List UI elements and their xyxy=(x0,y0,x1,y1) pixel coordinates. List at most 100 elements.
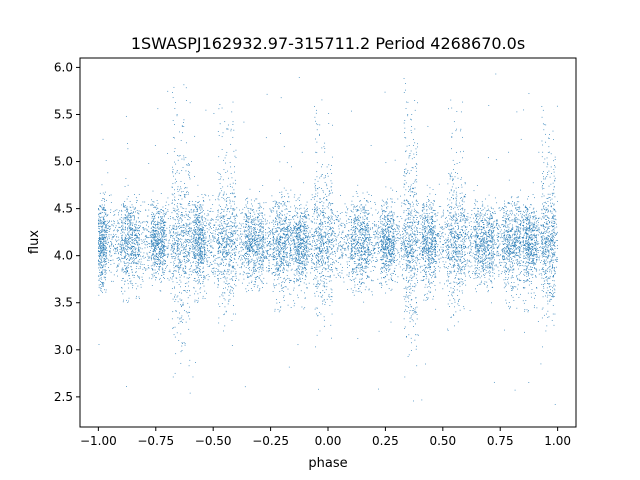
data-point xyxy=(148,267,150,269)
data-point xyxy=(258,234,260,236)
data-point xyxy=(541,225,542,227)
data-point xyxy=(473,228,475,230)
data-point xyxy=(354,221,355,223)
data-point xyxy=(387,246,389,248)
data-point xyxy=(176,228,178,230)
data-point xyxy=(218,229,220,230)
data-point xyxy=(362,267,364,269)
data-point xyxy=(405,249,407,251)
data-point xyxy=(419,254,421,256)
data-point xyxy=(326,198,327,200)
data-point xyxy=(445,242,447,244)
data-point xyxy=(493,239,495,241)
data-point xyxy=(499,243,501,245)
data-point xyxy=(204,225,206,227)
data-point xyxy=(518,278,520,280)
data-point xyxy=(140,284,142,286)
data-point xyxy=(251,228,253,230)
data-point xyxy=(233,230,235,232)
data-point xyxy=(454,277,456,279)
data-point xyxy=(340,249,342,251)
data-point xyxy=(444,242,446,244)
data-point xyxy=(506,258,508,259)
data-point xyxy=(475,258,477,260)
data-point xyxy=(465,254,466,256)
data-point xyxy=(398,263,400,265)
data-point xyxy=(528,245,530,247)
data-point xyxy=(406,237,407,239)
data-point xyxy=(489,270,490,272)
data-point xyxy=(486,257,488,259)
data-point xyxy=(522,261,524,263)
data-point xyxy=(148,242,150,244)
data-point xyxy=(186,255,188,257)
data-point xyxy=(311,221,313,223)
data-point xyxy=(540,224,542,226)
data-point xyxy=(403,223,405,224)
data-point xyxy=(160,228,161,229)
data-point xyxy=(269,227,270,229)
data-point xyxy=(466,262,468,264)
data-point xyxy=(148,226,149,228)
data-point xyxy=(119,227,121,228)
data-point xyxy=(365,259,366,260)
data-point xyxy=(495,225,497,226)
data-point xyxy=(140,247,142,249)
data-point xyxy=(120,259,121,261)
data-point xyxy=(99,254,101,256)
data-point xyxy=(164,270,166,271)
data-point xyxy=(258,269,260,271)
data-point xyxy=(188,260,190,262)
data-point xyxy=(403,268,405,270)
data-point xyxy=(322,255,324,257)
data-point xyxy=(381,206,383,208)
data-point xyxy=(336,260,337,262)
data-point xyxy=(169,229,171,231)
data-point xyxy=(153,251,155,253)
data-point xyxy=(493,252,495,254)
data-point xyxy=(295,225,297,227)
data-point xyxy=(453,271,455,273)
data-point xyxy=(545,253,547,255)
data-point xyxy=(323,262,325,264)
data-point xyxy=(158,227,160,229)
data-point xyxy=(445,261,447,263)
data-point xyxy=(372,228,373,230)
data-point xyxy=(386,201,388,203)
data-point xyxy=(317,247,319,249)
data-point xyxy=(257,213,259,214)
data-point xyxy=(98,231,99,232)
data-point xyxy=(445,238,447,240)
data-point xyxy=(280,261,281,262)
data-point xyxy=(323,197,324,199)
data-point xyxy=(443,266,445,267)
data-point xyxy=(525,231,526,233)
data-point xyxy=(372,255,374,257)
data-point xyxy=(214,273,216,275)
data-point xyxy=(269,245,270,247)
data-point xyxy=(140,211,142,212)
data-point xyxy=(332,231,334,233)
data-point xyxy=(538,257,540,259)
data-point xyxy=(99,281,101,283)
data-point xyxy=(537,257,539,258)
data-point xyxy=(399,238,401,240)
data-point xyxy=(418,240,420,242)
data-point xyxy=(242,233,244,235)
data-point xyxy=(145,256,146,258)
data-point xyxy=(315,262,317,263)
data-point xyxy=(387,245,389,246)
data-point xyxy=(111,244,113,246)
data-point xyxy=(209,199,211,201)
data-point xyxy=(229,239,230,241)
data-point xyxy=(144,201,146,203)
data-point xyxy=(132,235,134,236)
data-point xyxy=(327,248,329,250)
data-point xyxy=(451,220,453,221)
data-point xyxy=(539,250,541,251)
data-point xyxy=(230,247,232,249)
data-point xyxy=(451,244,453,246)
data-point xyxy=(138,221,140,223)
data-point xyxy=(350,288,352,290)
data-point xyxy=(232,239,234,240)
